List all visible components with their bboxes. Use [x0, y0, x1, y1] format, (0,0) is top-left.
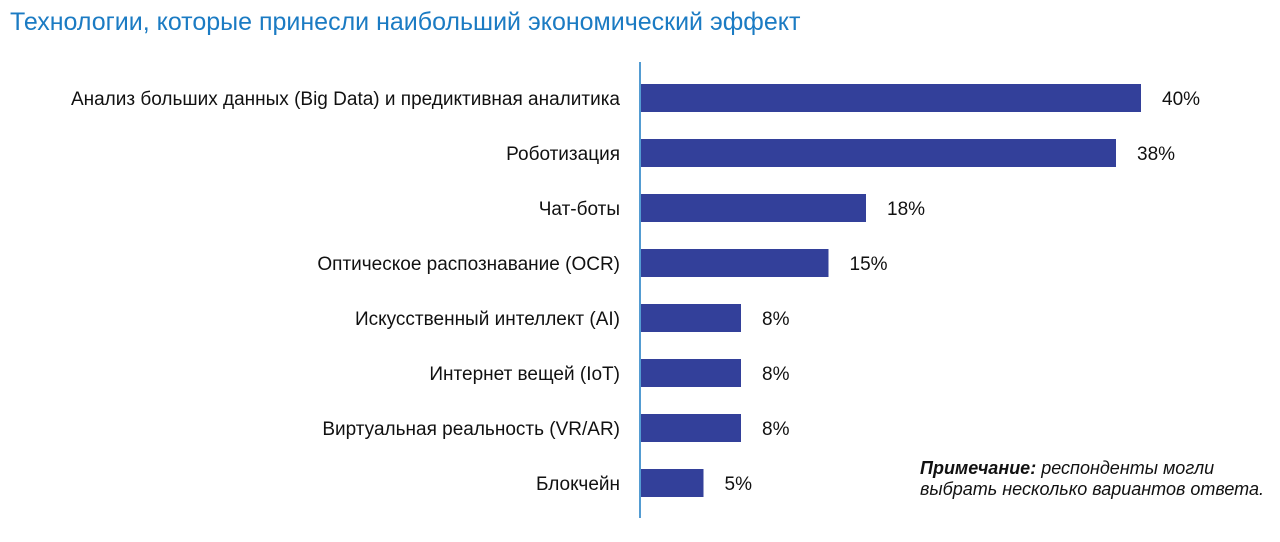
footnote-line1: респонденты могли [1041, 458, 1215, 478]
category-label: Виртуальная реальность (VR/AR) [322, 419, 620, 440]
footnote-prefix: Примечание: [920, 458, 1037, 478]
category-labels-group: Анализ больших данных (Big Data) и преди… [71, 89, 620, 495]
value-label: 8% [762, 309, 790, 330]
value-label: 15% [850, 254, 888, 275]
value-label: 40% [1162, 89, 1200, 110]
bar [641, 194, 866, 222]
bar [641, 84, 1141, 112]
value-labels-group: 40% 38% 18% 15% 8% 8% 8% 5% [725, 89, 1201, 495]
value-label: 18% [887, 199, 925, 220]
bar [641, 469, 704, 497]
bar [641, 359, 741, 387]
category-label: Оптическое распознавание (OCR) [317, 254, 620, 275]
bar [641, 304, 741, 332]
bar [641, 249, 829, 277]
value-label: 8% [762, 419, 790, 440]
category-label: Искусственный интеллект (AI) [355, 309, 620, 330]
bar [641, 414, 741, 442]
chart-title: Технологии, которые принесли наибольший … [10, 8, 801, 36]
category-label: Анализ больших данных (Big Data) и преди… [71, 89, 620, 110]
category-label: Блокчейн [536, 474, 620, 495]
bar [641, 139, 1116, 167]
value-label: 5% [725, 474, 753, 495]
category-label: Интернет вещей (IoT) [429, 364, 620, 385]
footnote: Примечание: респонденты могли выбрать не… [920, 458, 1264, 500]
value-label: 8% [762, 364, 790, 385]
bars-group [641, 84, 1141, 497]
category-label: Чат-боты [539, 199, 620, 220]
category-label: Роботизация [506, 144, 620, 165]
footnote-line2: выбрать несколько вариантов ответа. [920, 479, 1264, 499]
value-label: 38% [1137, 144, 1175, 165]
